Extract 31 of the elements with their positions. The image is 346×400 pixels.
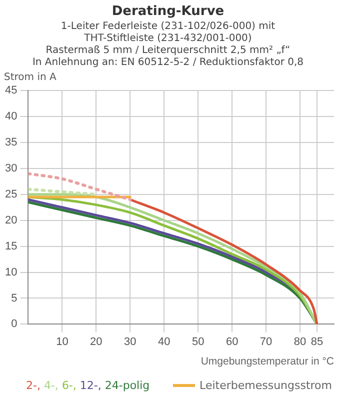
- y-tick-label: 30: [4, 162, 18, 174]
- text: 24-polig: [104, 378, 150, 392]
- x-tick-label: 85: [310, 336, 324, 348]
- y-tick-label: 5: [11, 292, 18, 304]
- line-series: [128, 198, 318, 324]
- x-tick-label: 80: [294, 336, 306, 348]
- y-tick-label: 10: [4, 266, 18, 278]
- text: 2-,: [26, 378, 42, 392]
- x-tick-label: 10: [56, 336, 68, 348]
- line-series: [28, 172, 132, 202]
- y-tick-label: 0: [11, 318, 18, 330]
- y-tick-label: 45: [4, 84, 18, 97]
- x-tick-label: 70: [260, 336, 272, 348]
- y-tick-label: 25: [4, 188, 18, 200]
- x-tick-label: 60: [226, 336, 238, 348]
- x-tick-label: 50: [192, 336, 204, 348]
- x-tick-label: 40: [158, 336, 170, 348]
- y-axis-title: Strom in A: [4, 72, 56, 84]
- x-axis-title: Umgebungstemperatur in °C: [200, 356, 334, 368]
- y-tick-label: 20: [4, 214, 18, 226]
- legend-label: Leiterbemessungsstrom: [200, 378, 332, 392]
- text: 12-,: [80, 378, 102, 392]
- chart-title: Derating-Kurve: [112, 4, 224, 20]
- text: 4-,: [44, 378, 60, 392]
- y-tick-label: 15: [4, 240, 18, 252]
- x-tick-label: 20: [90, 336, 102, 348]
- y-tick-label: 35: [4, 136, 18, 149]
- y-tick-label: 40: [4, 110, 18, 123]
- chart-subtitle: 1-Leiter Federleiste (231-102/026-000) mit THT-Stiftleiste (231-432/001-000) Rastermaß 5 mm / Leiterquerschnitt 2,5 mm² „f“ In Anlehnung an: EN 60512-5-2 / Reduktionsfaktor 0,8: [32, 21, 304, 68]
- text: 6-,: [62, 378, 78, 392]
- x-tick-label: 30: [124, 336, 136, 348]
